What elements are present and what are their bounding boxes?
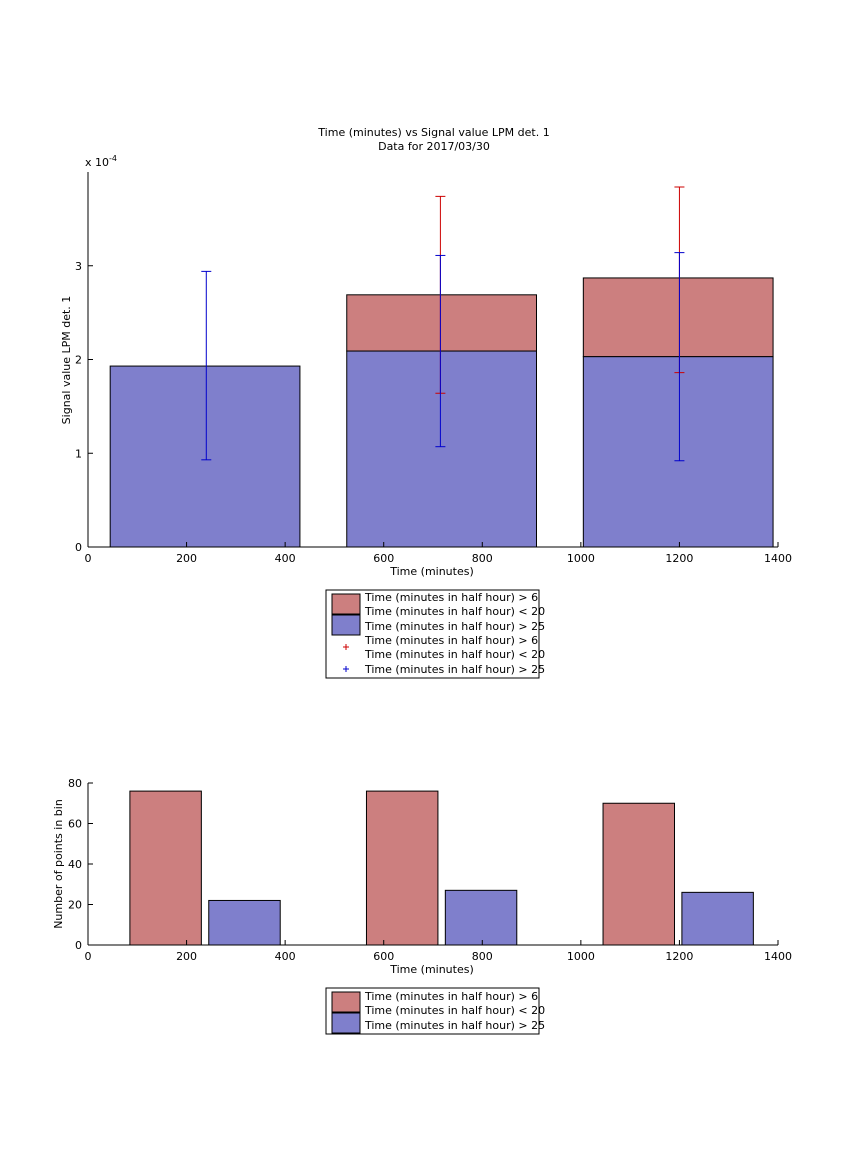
- bar-blue: [109, 365, 301, 548]
- y-tick-label: 3: [75, 260, 82, 273]
- bar-red: [346, 294, 537, 352]
- x-tick-label: 1000: [567, 552, 595, 565]
- y-tick-label: 2: [75, 354, 82, 367]
- legend-patch-red: [331, 593, 361, 615]
- legend-box: [325, 589, 540, 679]
- legend-patch-blue: [331, 614, 361, 636]
- y-tick-label: 0: [75, 939, 82, 952]
- bar-blue: [444, 889, 518, 946]
- legend: Time (minutes in half hour) > 6 Time (mi…: [325, 987, 545, 1035]
- legend-patch-red: [331, 991, 361, 1013]
- y-tick-label: 1: [75, 447, 82, 460]
- x-tick-label: 0: [85, 552, 92, 565]
- count-chart: 0 200 400 600 800 1000 1200 1400 0 20 40 60 80 Time…: [52, 777, 792, 1035]
- bar-red: [129, 790, 202, 946]
- signal-chart: Time (minutes) vs Signal value LPM det. …: [60, 126, 792, 679]
- legend-label: Time (minutes in half hour) > 25: [364, 663, 545, 676]
- legend-marker-red: [343, 644, 349, 650]
- x-tick-label: 600: [373, 950, 394, 963]
- y-tick-label: 20: [68, 899, 82, 912]
- legend-label: Time (minutes in half hour) < 20: [364, 605, 545, 618]
- legend-label: Time (minutes in half hour) > 6: [364, 634, 538, 647]
- legend: Time (minutes in half hour) > 6 Time (mi…: [325, 589, 545, 679]
- x-tick-label: 200: [176, 552, 197, 565]
- chart-title: Time (minutes) vs Signal value LPM det. …: [317, 126, 549, 139]
- legend-label: Time (minutes in half hour) < 20: [364, 1004, 545, 1017]
- legend-box: [325, 987, 540, 1035]
- x-tick-label: 1200: [665, 552, 693, 565]
- x-tick-label: 1400: [764, 950, 792, 963]
- legend-label: Time (minutes in half hour) > 25: [364, 620, 545, 633]
- bar-red: [582, 277, 774, 358]
- bar-blue: [346, 350, 537, 548]
- bar-red: [602, 802, 675, 946]
- y-axis-label: Signal value LPM det. 1: [60, 296, 73, 425]
- x-axis-label: Time (minutes): [389, 963, 474, 976]
- x-tick-label: 200: [176, 950, 197, 963]
- x-tick-label: 800: [472, 552, 493, 565]
- bar-blue: [208, 899, 281, 946]
- y-tick-label: 80: [68, 777, 82, 790]
- chart-subtitle: Data for 2017/03/30: [378, 140, 490, 153]
- legend-label: Time (minutes in half hour) > 25: [364, 1019, 545, 1032]
- y-axis-label: Number of points in bin: [52, 799, 65, 929]
- y-tick-label: 40: [68, 858, 82, 871]
- x-tick-label: 1400: [764, 552, 792, 565]
- legend-label: Time (minutes in half hour) > 6: [364, 990, 538, 1003]
- y-tick-label: 60: [68, 818, 82, 831]
- legend-label: Time (minutes in half hour) < 20: [364, 648, 545, 661]
- x-tick-label: 400: [275, 552, 296, 565]
- bar-red: [365, 790, 439, 946]
- bar-blue: [681, 891, 754, 946]
- bar-blue: [582, 356, 774, 548]
- x-tick-label: 400: [275, 950, 296, 963]
- x-tick-label: 0: [85, 950, 92, 963]
- legend-patch-blue: [331, 1012, 361, 1034]
- legend-label: Time (minutes in half hour) > 6: [364, 591, 538, 604]
- x-tick-label: 1200: [665, 950, 693, 963]
- x-tick-label: 1000: [567, 950, 595, 963]
- y-exponent-label: x 10-4: [85, 154, 117, 169]
- x-tick-label: 800: [472, 950, 493, 963]
- y-tick-label: 0: [75, 541, 82, 554]
- x-tick-label: 600: [373, 552, 394, 565]
- x-axis-label: Time (minutes): [389, 565, 474, 578]
- legend-marker-blue: [343, 666, 349, 672]
